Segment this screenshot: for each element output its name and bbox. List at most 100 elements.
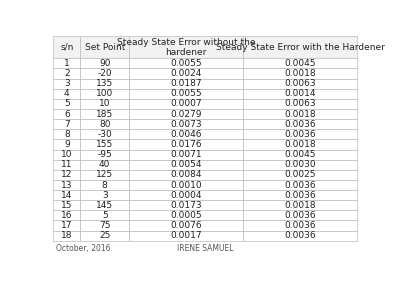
Text: 10: 10 bbox=[61, 150, 72, 159]
Text: 25: 25 bbox=[99, 231, 110, 240]
Text: 13: 13 bbox=[61, 181, 72, 189]
FancyBboxPatch shape bbox=[243, 150, 357, 160]
FancyBboxPatch shape bbox=[53, 129, 80, 139]
FancyBboxPatch shape bbox=[53, 180, 80, 190]
Text: 3: 3 bbox=[102, 191, 108, 200]
FancyBboxPatch shape bbox=[80, 180, 129, 190]
FancyBboxPatch shape bbox=[129, 180, 243, 190]
Text: 0.0036: 0.0036 bbox=[284, 181, 316, 189]
FancyBboxPatch shape bbox=[80, 109, 129, 119]
Text: 40: 40 bbox=[99, 160, 110, 169]
FancyBboxPatch shape bbox=[53, 160, 80, 170]
Text: 0.0036: 0.0036 bbox=[284, 221, 316, 230]
Text: 0.0279: 0.0279 bbox=[170, 110, 202, 119]
FancyBboxPatch shape bbox=[243, 180, 357, 190]
Text: 5: 5 bbox=[102, 211, 108, 220]
FancyBboxPatch shape bbox=[80, 210, 129, 220]
Text: 12: 12 bbox=[61, 170, 72, 179]
FancyBboxPatch shape bbox=[80, 129, 129, 139]
Text: 4: 4 bbox=[64, 89, 70, 98]
FancyBboxPatch shape bbox=[80, 68, 129, 79]
FancyBboxPatch shape bbox=[243, 129, 357, 139]
Text: 125: 125 bbox=[96, 170, 113, 179]
Text: 75: 75 bbox=[99, 221, 110, 230]
Text: 0.0004: 0.0004 bbox=[170, 191, 202, 200]
FancyBboxPatch shape bbox=[129, 68, 243, 79]
FancyBboxPatch shape bbox=[243, 231, 357, 241]
Text: 0.0054: 0.0054 bbox=[170, 160, 202, 169]
FancyBboxPatch shape bbox=[243, 190, 357, 200]
FancyBboxPatch shape bbox=[80, 170, 129, 180]
FancyBboxPatch shape bbox=[53, 99, 80, 109]
Text: 5: 5 bbox=[64, 99, 70, 108]
Text: 7: 7 bbox=[64, 120, 70, 129]
Text: 0.0063: 0.0063 bbox=[284, 79, 316, 88]
Text: 14: 14 bbox=[61, 191, 72, 200]
FancyBboxPatch shape bbox=[80, 139, 129, 150]
FancyBboxPatch shape bbox=[129, 150, 243, 160]
Text: 155: 155 bbox=[96, 140, 113, 149]
FancyBboxPatch shape bbox=[243, 89, 357, 99]
FancyBboxPatch shape bbox=[53, 231, 80, 241]
FancyBboxPatch shape bbox=[80, 231, 129, 241]
FancyBboxPatch shape bbox=[80, 119, 129, 129]
Text: 0.0014: 0.0014 bbox=[284, 89, 316, 98]
Text: 8: 8 bbox=[102, 181, 108, 189]
Text: 0.0005: 0.0005 bbox=[170, 211, 202, 220]
FancyBboxPatch shape bbox=[129, 109, 243, 119]
Text: 0.0055: 0.0055 bbox=[170, 59, 202, 68]
FancyBboxPatch shape bbox=[53, 190, 80, 200]
FancyBboxPatch shape bbox=[243, 170, 357, 180]
Text: 0.0084: 0.0084 bbox=[170, 170, 202, 179]
FancyBboxPatch shape bbox=[243, 79, 357, 89]
FancyBboxPatch shape bbox=[53, 36, 80, 58]
FancyBboxPatch shape bbox=[243, 220, 357, 231]
FancyBboxPatch shape bbox=[53, 89, 80, 99]
FancyBboxPatch shape bbox=[53, 68, 80, 79]
FancyBboxPatch shape bbox=[243, 68, 357, 79]
FancyBboxPatch shape bbox=[243, 36, 357, 58]
Text: 0.0036: 0.0036 bbox=[284, 120, 316, 129]
FancyBboxPatch shape bbox=[129, 190, 243, 200]
FancyBboxPatch shape bbox=[243, 139, 357, 150]
FancyBboxPatch shape bbox=[53, 150, 80, 160]
FancyBboxPatch shape bbox=[80, 79, 129, 89]
Text: Steady State Error with the Hardener: Steady State Error with the Hardener bbox=[216, 43, 384, 52]
FancyBboxPatch shape bbox=[243, 160, 357, 170]
Text: 0.0025: 0.0025 bbox=[284, 170, 316, 179]
FancyBboxPatch shape bbox=[53, 79, 80, 89]
Text: 100: 100 bbox=[96, 89, 113, 98]
Text: 0.0017: 0.0017 bbox=[170, 231, 202, 240]
FancyBboxPatch shape bbox=[129, 160, 243, 170]
Text: 0.0007: 0.0007 bbox=[170, 99, 202, 108]
FancyBboxPatch shape bbox=[80, 190, 129, 200]
FancyBboxPatch shape bbox=[243, 58, 357, 68]
FancyBboxPatch shape bbox=[129, 79, 243, 89]
Text: 0.0018: 0.0018 bbox=[284, 140, 316, 149]
Text: October, 2016: October, 2016 bbox=[56, 244, 111, 253]
FancyBboxPatch shape bbox=[129, 139, 243, 150]
FancyBboxPatch shape bbox=[80, 220, 129, 231]
Text: 3: 3 bbox=[64, 79, 70, 88]
FancyBboxPatch shape bbox=[53, 170, 80, 180]
Text: 0.0187: 0.0187 bbox=[170, 79, 202, 88]
Text: 0.0045: 0.0045 bbox=[284, 59, 316, 68]
FancyBboxPatch shape bbox=[53, 210, 80, 220]
FancyBboxPatch shape bbox=[53, 109, 80, 119]
Text: 0.0073: 0.0073 bbox=[170, 120, 202, 129]
Text: 0.0173: 0.0173 bbox=[170, 201, 202, 210]
Text: 0.0036: 0.0036 bbox=[284, 231, 316, 240]
Text: 8: 8 bbox=[64, 130, 70, 139]
FancyBboxPatch shape bbox=[129, 231, 243, 241]
FancyBboxPatch shape bbox=[129, 210, 243, 220]
FancyBboxPatch shape bbox=[80, 36, 129, 58]
Text: 0.0030: 0.0030 bbox=[284, 160, 316, 169]
FancyBboxPatch shape bbox=[129, 200, 243, 210]
Text: 0.0045: 0.0045 bbox=[284, 150, 316, 159]
Text: 11: 11 bbox=[61, 160, 72, 169]
Text: 0.0036: 0.0036 bbox=[284, 130, 316, 139]
Text: s/n: s/n bbox=[60, 43, 74, 52]
FancyBboxPatch shape bbox=[129, 99, 243, 109]
Text: 0.0018: 0.0018 bbox=[284, 110, 316, 119]
Text: 80: 80 bbox=[99, 120, 110, 129]
